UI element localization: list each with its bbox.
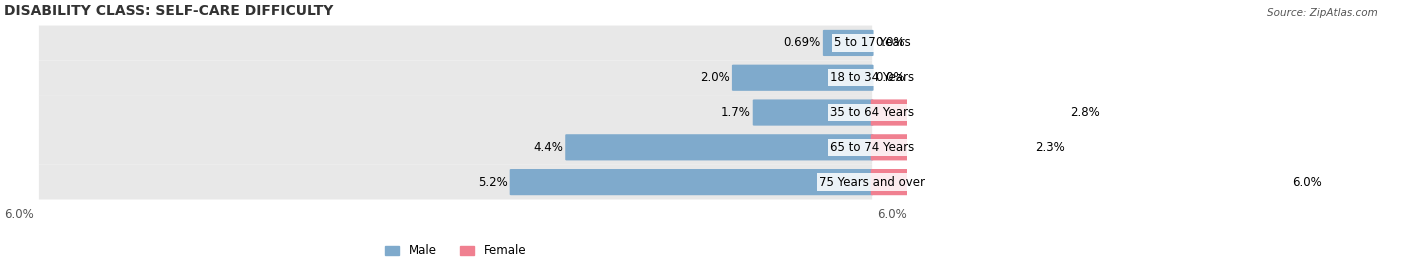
FancyBboxPatch shape <box>870 134 1033 160</box>
FancyBboxPatch shape <box>39 130 872 165</box>
FancyBboxPatch shape <box>39 26 872 60</box>
Text: DISABILITY CLASS: SELF-CARE DIFFICULTY: DISABILITY CLASS: SELF-CARE DIFFICULTY <box>4 4 333 18</box>
Text: 2.0%: 2.0% <box>700 71 730 84</box>
Text: 0.0%: 0.0% <box>876 36 905 49</box>
FancyBboxPatch shape <box>565 134 873 160</box>
Text: 1.7%: 1.7% <box>721 106 751 119</box>
FancyBboxPatch shape <box>39 95 872 130</box>
Text: 18 to 34 Years: 18 to 34 Years <box>830 71 914 84</box>
FancyBboxPatch shape <box>870 169 1291 195</box>
Text: 5 to 17 Years: 5 to 17 Years <box>834 36 911 49</box>
FancyBboxPatch shape <box>823 30 873 56</box>
Text: 35 to 64 Years: 35 to 64 Years <box>830 106 914 119</box>
Text: 2.8%: 2.8% <box>1070 106 1099 119</box>
FancyBboxPatch shape <box>510 169 873 195</box>
Text: 5.2%: 5.2% <box>478 176 508 189</box>
Text: 6.0%: 6.0% <box>1292 176 1322 189</box>
Text: 4.4%: 4.4% <box>533 141 564 154</box>
FancyBboxPatch shape <box>733 65 873 91</box>
Text: 65 to 74 Years: 65 to 74 Years <box>830 141 914 154</box>
Text: 6.0%: 6.0% <box>877 208 907 221</box>
Text: 75 Years and over: 75 Years and over <box>820 176 925 189</box>
FancyBboxPatch shape <box>39 60 872 95</box>
FancyBboxPatch shape <box>39 165 872 200</box>
Text: Source: ZipAtlas.com: Source: ZipAtlas.com <box>1267 8 1378 18</box>
FancyBboxPatch shape <box>752 100 873 126</box>
Text: 6.0%: 6.0% <box>4 208 34 221</box>
Legend: Male, Female: Male, Female <box>380 240 531 262</box>
Text: 2.3%: 2.3% <box>1035 141 1066 154</box>
FancyBboxPatch shape <box>870 100 1069 126</box>
Text: 0.0%: 0.0% <box>876 71 905 84</box>
Text: 0.69%: 0.69% <box>783 36 821 49</box>
